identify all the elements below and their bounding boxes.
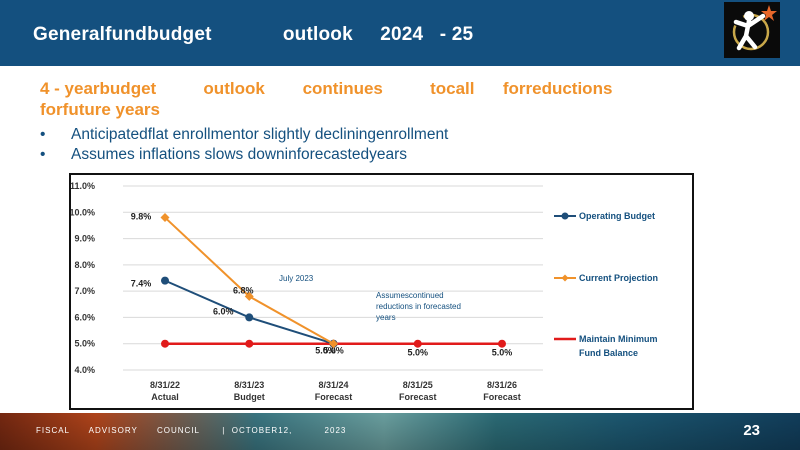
data-point — [498, 339, 506, 348]
x-tick-label: 8/31/22 — [150, 380, 180, 390]
y-tick-label: 5.0% — [74, 339, 95, 349]
x-tick-label: 8/31/26 — [487, 380, 517, 390]
annotation-text: July 2023 — [279, 274, 314, 283]
bullet-list: Anticipatedflat enrollmentor slightly de… — [40, 125, 660, 165]
annotation-text: reductions in forecasted — [376, 302, 461, 311]
y-tick-label: 11.0% — [71, 181, 95, 191]
data-label: 7.4% — [131, 279, 152, 289]
data-label: 9.8% — [131, 212, 152, 222]
data-point — [161, 339, 169, 348]
x-tick-label: 8/31/25 — [403, 380, 433, 390]
x-tick-label: Forecast — [399, 392, 437, 402]
data-label: 6.8% — [233, 285, 254, 295]
y-tick-label: 4.0% — [74, 365, 95, 375]
organization-logo-icon — [724, 2, 780, 58]
y-tick-label: 10.0% — [71, 207, 95, 217]
page-number: 23 — [743, 422, 760, 439]
legend-label: Operating Budget — [579, 211, 655, 221]
y-tick-label: 6.0% — [74, 312, 95, 322]
data-label: 5.0% — [407, 348, 428, 358]
slide-subheading: 4 - yearbudget outlook continues tocall … — [40, 79, 684, 119]
data-label: 5.0% — [492, 348, 513, 358]
y-tick-label: 7.0% — [74, 286, 95, 296]
legend-label: Fund Balance — [579, 348, 638, 358]
x-tick-label: Forecast — [315, 392, 353, 402]
budget-outlook-chart: 4.0% 5.0% 6.0% 7.0% 8.0% 9.0% 10.0% 11.0% 8/31/2… — [69, 173, 694, 410]
legend-marker — [561, 274, 569, 282]
data-point — [245, 339, 254, 348]
data-point — [413, 339, 422, 348]
x-tick-label: Budget — [234, 392, 265, 402]
x-tick-label: Forecast — [483, 392, 521, 402]
data-label: 5.0% — [323, 346, 344, 356]
legend-label: Current Projection — [579, 273, 658, 283]
chart-canvas: 4.0% 5.0% 6.0% 7.0% 8.0% 9.0% 10.0% 11.0% 8/31/2… — [71, 181, 658, 402]
bullet-inflation: Assumes inflations slows downinforecaste… — [40, 145, 660, 165]
y-tick-label: 9.0% — [74, 234, 95, 244]
bullet-enrollment: Anticipatedflat enrollmentor slightly de… — [40, 125, 660, 145]
x-tick-label: Actual — [151, 392, 179, 402]
legend-label: Maintain Minimum — [579, 334, 658, 344]
annotation-text: years — [376, 313, 396, 322]
y-tick-label: 8.0% — [74, 260, 95, 270]
data-label: 6.0% — [213, 306, 234, 316]
slide-footer: FISCAL ADVISORY COUNCIL | OCTOBER12, 202… — [0, 413, 800, 450]
data-point — [244, 291, 254, 301]
x-tick-label: 8/31/24 — [318, 380, 348, 390]
data-point — [245, 313, 254, 322]
data-point — [329, 339, 338, 349]
data-point — [160, 213, 170, 223]
slide-title: Generalfundbudget outlook 2024 - 25 — [33, 24, 474, 45]
slide-header: Generalfundbudget outlook 2024 - 25 — [0, 0, 800, 66]
legend-marker — [561, 212, 569, 220]
data-point — [161, 276, 169, 285]
x-tick-label: 8/31/23 — [234, 380, 264, 390]
annotation-text: Assumescontinued — [376, 291, 444, 300]
footer-shade — [0, 413, 800, 450]
footer-text: FISCAL ADVISORY COUNCIL | OCTOBER12, 202… — [36, 426, 347, 435]
data-label: 5.0% — [315, 346, 336, 356]
